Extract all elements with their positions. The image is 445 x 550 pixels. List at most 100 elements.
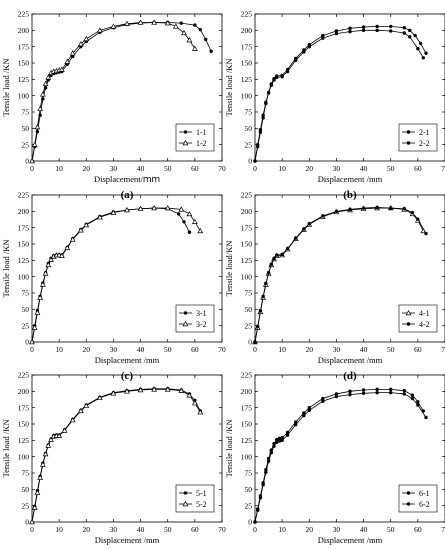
data-point xyxy=(261,116,265,120)
data-point xyxy=(58,66,65,72)
legend-entry: 5-2 xyxy=(196,500,207,509)
legend: 3-13-2 xyxy=(175,304,215,333)
data-point xyxy=(29,338,35,345)
legend-box xyxy=(175,484,215,513)
x-tick-label: 70 xyxy=(218,525,226,534)
data-point xyxy=(272,256,276,261)
x-tick-label: 30 xyxy=(110,345,118,354)
y-tick-label: 200 xyxy=(18,207,30,216)
data-point xyxy=(375,205,379,210)
data-point xyxy=(348,207,352,212)
y-tick-label: 200 xyxy=(241,207,253,216)
y-tick-label: 75 xyxy=(245,289,253,298)
data-point xyxy=(389,387,393,392)
data-point xyxy=(321,399,325,403)
legend: 4-14-2 xyxy=(398,304,438,333)
data-point xyxy=(77,227,84,233)
x-tick-label: 50 xyxy=(164,345,172,354)
data-point xyxy=(253,340,257,344)
data-point xyxy=(204,37,208,42)
data-point xyxy=(275,440,279,444)
data-point xyxy=(39,281,46,287)
y-tick-label: 150 xyxy=(241,240,253,249)
y-tick-label: 200 xyxy=(18,26,30,35)
x-tick-label: 40 xyxy=(360,164,368,173)
data-point xyxy=(34,124,41,130)
data-point xyxy=(258,130,263,134)
series-line xyxy=(31,388,201,523)
legend-entry: 3-1 xyxy=(196,309,207,318)
data-point xyxy=(424,415,428,420)
y-tick-label: 200 xyxy=(241,387,253,396)
data-point xyxy=(197,409,204,415)
panel-b: 0 10 20 30 40 50 60 70 0 25 50 75 100 125 150 175 200 225… xyxy=(224,10,445,201)
x-tick-label: 0 xyxy=(253,525,257,534)
data-point xyxy=(275,437,279,442)
legend-entry: 2-2 xyxy=(419,139,430,148)
legend-marker xyxy=(406,130,411,134)
data-point xyxy=(272,444,276,448)
y-tick-label: 150 xyxy=(18,420,30,429)
x-tick-label: 20 xyxy=(306,164,314,173)
data-point xyxy=(280,75,284,79)
y-tick-label: 25 xyxy=(22,501,30,510)
data-point xyxy=(164,386,171,392)
data-point xyxy=(280,436,284,440)
data-point xyxy=(164,20,171,26)
x-tick-label: 60 xyxy=(414,525,422,534)
y-tick-label: 0 xyxy=(25,338,29,347)
data-point xyxy=(151,205,158,211)
y-tick-label: 150 xyxy=(241,59,253,68)
data-point xyxy=(186,392,193,398)
data-point xyxy=(34,489,41,495)
data-point xyxy=(198,27,202,32)
data-point xyxy=(151,19,158,25)
data-point xyxy=(37,105,44,111)
data-point xyxy=(37,474,44,480)
data-point xyxy=(258,496,263,500)
x-tick-label: 40 xyxy=(360,345,368,354)
data-point xyxy=(34,309,41,315)
plot-frame xyxy=(254,13,445,162)
y-tick-label: 75 xyxy=(22,469,30,478)
series-1-2 xyxy=(29,19,198,164)
data-point xyxy=(110,23,117,29)
data-point xyxy=(389,390,393,395)
data-point xyxy=(277,436,282,441)
x-tick-label: 0 xyxy=(30,164,34,173)
data-point xyxy=(416,403,420,407)
data-point xyxy=(266,271,271,275)
x-axis-label: Displacement /mm xyxy=(318,535,383,545)
data-point xyxy=(256,144,260,149)
x-tick-label: 50 xyxy=(164,164,172,173)
data-point xyxy=(334,209,339,214)
data-point xyxy=(424,231,428,236)
data-point xyxy=(348,29,352,34)
data-point xyxy=(83,35,90,42)
legend-box xyxy=(398,123,438,152)
data-point xyxy=(77,41,84,47)
x-tick-label: 40 xyxy=(137,345,145,354)
series-line xyxy=(254,207,424,343)
x-axis-label: Displacement /mm xyxy=(95,355,160,365)
y-tick-label: 225 xyxy=(18,10,30,19)
data-point xyxy=(186,210,193,217)
x-tick-label: 40 xyxy=(137,164,145,173)
x-tick-label: 30 xyxy=(333,525,341,534)
y-tick-label: 175 xyxy=(18,223,30,232)
x-tick-label: 10 xyxy=(278,164,286,173)
plot-frame xyxy=(31,374,223,523)
data-point xyxy=(294,58,298,63)
plot-frame xyxy=(31,13,223,162)
legend-marker xyxy=(182,500,189,507)
series-2-2 xyxy=(253,28,425,163)
data-point xyxy=(253,159,257,163)
data-point xyxy=(77,407,84,414)
data-point xyxy=(424,51,428,55)
y-tick-label: 100 xyxy=(241,452,253,461)
data-point xyxy=(389,206,393,210)
data-point xyxy=(39,461,46,467)
y-axis-label: Tensile load /KN xyxy=(224,420,234,478)
y-tick-label: 125 xyxy=(18,436,30,445)
data-point xyxy=(285,430,290,435)
